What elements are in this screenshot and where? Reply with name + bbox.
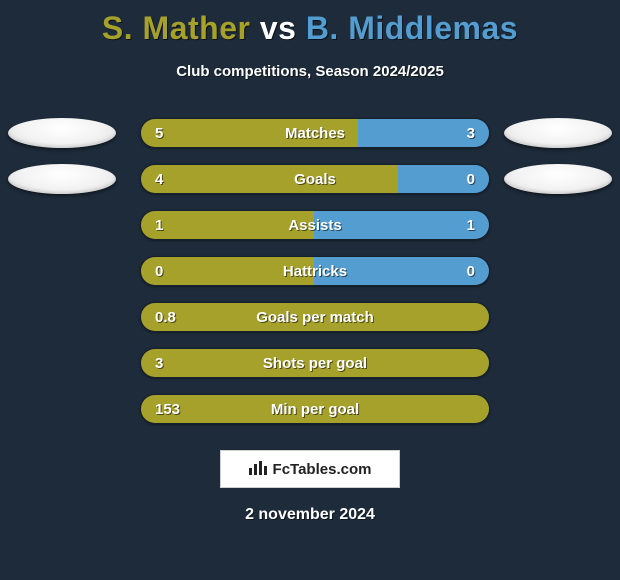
stat-bar: Hattricks00 — [140, 256, 490, 286]
attribution-text: FcTables.com — [273, 461, 372, 478]
player1-club-oval — [8, 164, 116, 194]
stat-bar-right — [314, 257, 489, 285]
stat-bar-right — [314, 211, 489, 239]
stat-bar: Shots per goal3 — [140, 348, 490, 378]
stat-bar: Matches53 — [140, 118, 490, 148]
stat-bar-left — [141, 257, 316, 285]
stat-bar-left — [141, 211, 316, 239]
player1-club-oval — [8, 118, 116, 148]
comparison-card: S. Mather vs B. Middlemas Club competiti… — [0, 0, 620, 580]
stat-bar: Goals per match0.8 — [140, 302, 490, 332]
stat-rows: Matches53 Goals40 Assists11 Hattricks00 Goal… — [0, 110, 620, 432]
stat-row: Goals per match0.8 — [0, 294, 620, 340]
stat-row: Goals40 — [0, 156, 620, 202]
stat-row: Shots per goal3 — [0, 340, 620, 386]
title-player2: B. Middlemas — [306, 10, 518, 46]
stat-row: Matches53 — [0, 110, 620, 156]
stat-bar-left — [141, 349, 490, 377]
player2-club-oval — [504, 118, 612, 148]
title-player1: S. Mather — [102, 10, 251, 46]
stat-bar-left — [141, 119, 360, 147]
stat-bar-left — [141, 395, 490, 423]
title-vs: vs — [260, 10, 297, 46]
stat-row: Min per goal153 — [0, 386, 620, 432]
subtitle: Club competitions, Season 2024/2025 — [0, 63, 620, 80]
bars-icon — [249, 459, 267, 479]
attribution-badge: FcTables.com — [220, 450, 400, 488]
stat-row: Assists11 — [0, 202, 620, 248]
stat-bar: Assists11 — [140, 210, 490, 240]
stat-bar: Min per goal153 — [140, 394, 490, 424]
stat-bar-left — [141, 165, 400, 193]
stat-bar-left — [141, 303, 490, 331]
stat-bar: Goals40 — [140, 164, 490, 194]
stat-bar-right — [398, 165, 489, 193]
stat-bar-right — [358, 119, 489, 147]
page-title: S. Mather vs B. Middlemas — [0, 10, 620, 47]
player2-club-oval — [504, 164, 612, 194]
stat-row: Hattricks00 — [0, 248, 620, 294]
date-text: 2 november 2024 — [0, 506, 620, 524]
